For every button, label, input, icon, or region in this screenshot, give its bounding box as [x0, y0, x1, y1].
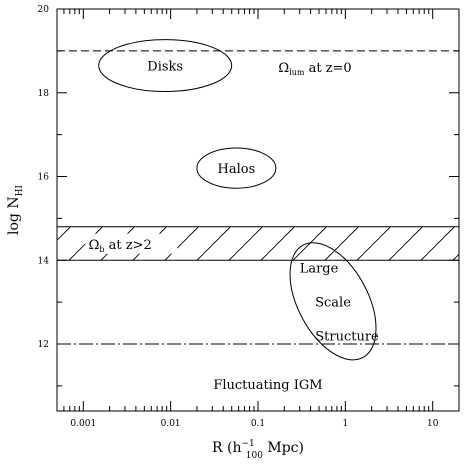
band-hatching — [57, 226, 459, 261]
y-tick-label: 16 — [38, 173, 50, 183]
x-tick-label: 10 — [427, 419, 439, 429]
region-2-label: Structure — [315, 329, 379, 344]
x-tick-label: 1 — [342, 419, 348, 429]
y-tick-label: 14 — [38, 256, 50, 266]
region-1-ellipse — [196, 147, 277, 189]
annotation-0: Fluctuating IGM — [213, 378, 322, 393]
hatch-line — [356, 226, 391, 261]
hatched-band-layer: Ωb at z>2 — [57, 226, 459, 261]
hatch-line — [260, 226, 295, 261]
region-2-label: Scale — [315, 295, 351, 310]
x-axis-title-sup: −1 — [241, 439, 254, 449]
band-label-main: Ω — [89, 238, 100, 253]
hatch-line — [196, 226, 231, 261]
labels-layer: Fluctuating IGM — [213, 378, 322, 393]
band-label-bg — [85, 233, 178, 254]
hatch-line — [324, 226, 359, 261]
hatch-line — [164, 226, 199, 261]
x-axis-title-sub: 100 — [246, 451, 263, 461]
hatch-line — [388, 226, 423, 261]
reference-line-label-0-sub: lum — [289, 68, 305, 77]
hatch-line — [452, 253, 459, 261]
hatch-line — [57, 226, 71, 241]
region-1-label: Halos — [218, 162, 256, 177]
x-axis-title-main: R (h — [212, 440, 241, 456]
region-0-ellipse — [98, 39, 233, 92]
reference-line-label-0: Ωlum at z=0 — [278, 61, 351, 77]
y-axis-title-sub: HI — [15, 185, 25, 197]
regions-layer: Disks Halos Large Scale Structure — [98, 39, 379, 361]
region-2-label: Large — [300, 261, 339, 276]
band-label-tail: at z>2 — [105, 238, 152, 253]
x-axis-title: R (h−1 100 Mpc) — [212, 439, 304, 461]
band-label-sub: b — [99, 245, 104, 254]
hatch-line — [228, 226, 263, 261]
y-tick-label: 18 — [38, 89, 50, 99]
y-axis-title-main: log N — [6, 196, 22, 235]
y-tick-label: 20 — [38, 5, 50, 15]
x-tick-label: 0.001 — [70, 419, 96, 429]
hatch-line — [420, 226, 455, 261]
reference-lines-layer: Ωlum at z=0 — [57, 50, 459, 345]
region-0-label: Disks — [147, 60, 183, 75]
reference-line-label-0-tail: at z=0 — [304, 61, 351, 76]
band-label: Ωb at z>2 — [89, 238, 152, 254]
y-tick-label: 12 — [38, 340, 49, 350]
region-2-ellipse — [289, 242, 377, 361]
x-tick-label: 0.01 — [161, 419, 181, 429]
plot-frame — [56, 8, 460, 412]
ticks-layer: 0.001 0.01 0.1 1 10 12 14 16 18 20 — [38, 5, 459, 429]
reference-line-label-0-main: Ω — [278, 61, 289, 76]
hatch-line — [292, 226, 327, 261]
x-axis-title-tail: Mpc) — [263, 440, 304, 456]
y-axis-title: log NHI — [6, 185, 25, 235]
x-tick-label: 0.1 — [251, 419, 265, 429]
